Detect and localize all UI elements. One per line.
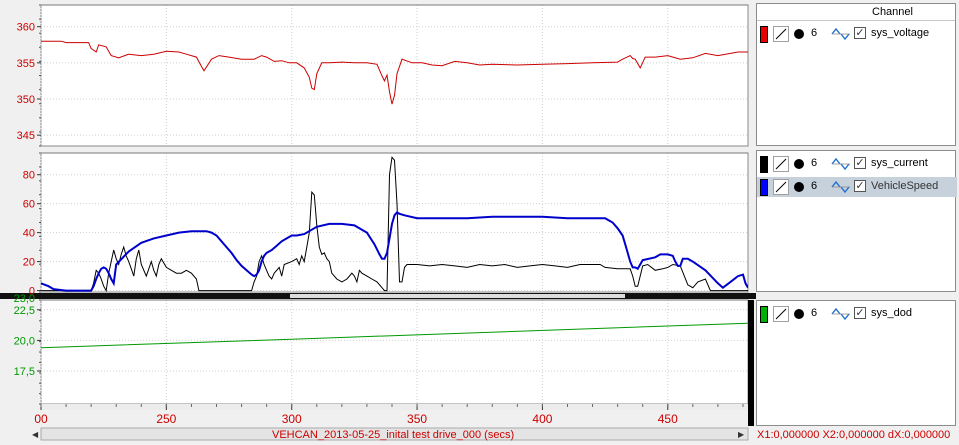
- plot-panel-1: 345 350 355 360: [17, 4, 749, 147]
- color-swatch[interactable]: [760, 179, 768, 196]
- marker-dot-icon[interactable]: [794, 159, 804, 169]
- visibility-checkbox[interactable]: ✓: [854, 157, 866, 169]
- series-line-sys-dod: [41, 322, 748, 349]
- waveform-icon[interactable]: [831, 155, 851, 173]
- legend-panel-voltage: Channel 6 ✓ sys_voltage: [756, 3, 956, 146]
- x-tick-label: 00: [34, 412, 48, 426]
- channel-name: sys_voltage: [871, 27, 930, 39]
- scroll-left-icon[interactable]: ◀: [32, 430, 39, 439]
- line-width-value[interactable]: 6: [811, 157, 818, 169]
- plot-background: [40, 299, 749, 405]
- x-tick-label: 250: [156, 412, 176, 426]
- y-tick-label: 360: [17, 22, 35, 34]
- visibility-checkbox[interactable]: ✓: [854, 27, 866, 39]
- visibility-checkbox[interactable]: ✓: [854, 307, 866, 319]
- legend-row-vehiclespeed[interactable]: 6 ✓ VehicleSpeed: [757, 177, 957, 197]
- waveform-icon[interactable]: [831, 25, 851, 43]
- legend-header-label: Channel: [872, 6, 913, 18]
- y-tick-label: 20,0: [14, 335, 35, 347]
- line-style-icon[interactable]: [773, 179, 789, 195]
- y-tick-label: 80: [23, 170, 35, 182]
- color-swatch[interactable]: [760, 306, 768, 323]
- y-tick-label: 23,0: [14, 293, 35, 305]
- y-tick-label: 17,5: [14, 366, 35, 378]
- line-style-icon[interactable]: [773, 156, 789, 172]
- marker-dot-icon[interactable]: [794, 182, 804, 192]
- series-line-vehiclespeed: [41, 211, 748, 292]
- waveform-icon[interactable]: [831, 305, 851, 323]
- visibility-checkbox[interactable]: ✓: [854, 180, 866, 192]
- legend-header: Channel: [757, 4, 955, 21]
- x-axis-title: VEHCAN_2013-05-25_inital test drive_000 …: [272, 429, 515, 441]
- channel-name: sys_dod: [871, 307, 912, 319]
- legend-panel-dod: 6 ✓ sys_dod: [756, 300, 956, 426]
- x-axis-ruler: [41, 404, 748, 410]
- legend-row-sys-voltage[interactable]: 6 ✓ sys_voltage: [757, 24, 957, 44]
- line-width-value[interactable]: 6: [811, 27, 818, 39]
- cursor-status-readout: X1:0,000000 X2:0,000000 dX:0,000000: [757, 429, 951, 441]
- plot-panel-2: 0 20 40 60 80: [23, 152, 749, 298]
- line-width-value[interactable]: 6: [811, 307, 818, 319]
- scroll-right-icon[interactable]: ▶: [738, 430, 745, 439]
- divider-scroll-thumb: [290, 294, 625, 298]
- y-tick-label: 350: [17, 94, 35, 106]
- waveform-icon[interactable]: [831, 178, 851, 196]
- plot-background: [40, 152, 749, 293]
- line-style-icon[interactable]: [773, 306, 789, 322]
- plot-background: [40, 4, 749, 147]
- y-tick-label: 20: [23, 257, 35, 269]
- x-tick-label: 400: [532, 412, 552, 426]
- y-tick-label: 60: [23, 199, 35, 211]
- channel-name: sys_current: [871, 157, 928, 169]
- channel-name: VehicleSpeed: [871, 180, 939, 192]
- marker-dot-icon[interactable]: [794, 29, 804, 39]
- y-tick-label: 0: [29, 286, 35, 298]
- y-tick-label: 355: [17, 58, 35, 70]
- legend-row-sys-current[interactable]: 6 ✓ sys_current: [757, 154, 957, 174]
- plot-panel-3: 17,5 20,0 22,523,0: [14, 293, 749, 405]
- series-line-sys-voltage: [41, 40, 748, 105]
- x-tick-label: 450: [658, 412, 678, 426]
- y-tick-label: 22,5: [14, 305, 35, 317]
- horizontal-scrollbar: [40, 427, 749, 441]
- x-tick-label: 300: [282, 412, 302, 426]
- line-width-value[interactable]: 6: [811, 180, 818, 192]
- legend-panel-current: 6 ✓ sys_current 6 ✓ VehicleSpeed: [756, 150, 957, 292]
- x-tick-label: 350: [407, 412, 427, 426]
- marker-dot-icon[interactable]: [794, 309, 804, 319]
- panel-edge-bar: [748, 300, 754, 426]
- color-swatch[interactable]: [760, 156, 768, 173]
- y-tick-label: 345: [17, 130, 35, 142]
- color-swatch[interactable]: [760, 26, 768, 43]
- series-line-sys-current: [41, 156, 748, 292]
- legend-row-sys-dod[interactable]: 6 ✓ sys_dod: [757, 304, 957, 324]
- y-tick-label: 40: [23, 228, 35, 240]
- line-style-icon[interactable]: [773, 26, 789, 42]
